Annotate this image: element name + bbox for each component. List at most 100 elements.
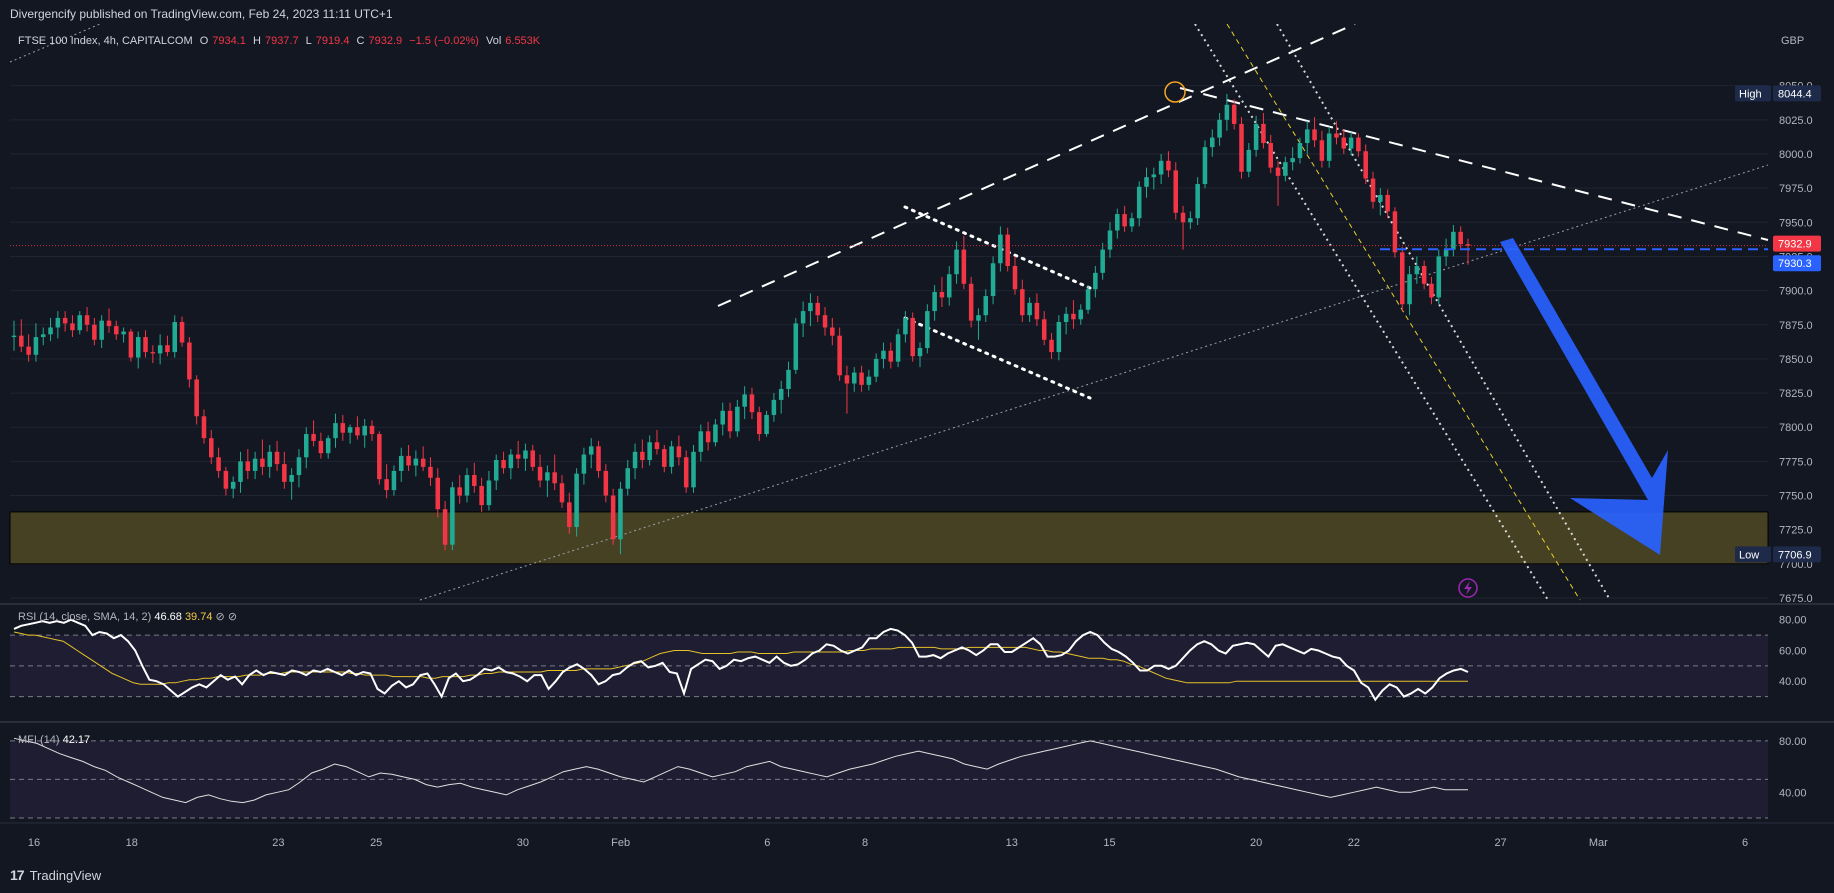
candle-body [910, 317, 915, 357]
candle-body [1451, 231, 1456, 250]
candle-body [457, 487, 462, 496]
candle-body [274, 451, 280, 465]
candle-body [925, 311, 930, 348]
chart-canvas[interactable]: 7675.07700.07725.07750.07775.07800.07825… [0, 24, 1834, 858]
low-tag-label: Low [1739, 549, 1759, 561]
candle-body [618, 488, 623, 540]
candle-body [727, 410, 733, 432]
candle-body [1246, 149, 1252, 172]
candle-body [362, 425, 367, 436]
candle-body [70, 323, 75, 331]
candle-body [1290, 158, 1295, 163]
candle-body [881, 350, 886, 359]
candle-body [333, 423, 338, 439]
candles [11, 93, 1471, 555]
candle-body [895, 334, 901, 362]
hide-icon[interactable]: ⊘ [227, 611, 238, 623]
candle-body [1261, 123, 1266, 144]
candle-body [325, 438, 331, 454]
time-tick-label: 15 [1103, 837, 1115, 849]
candle-body [771, 399, 777, 415]
candle-body [340, 423, 346, 433]
candle-body [267, 451, 272, 467]
candle-body [55, 317, 61, 328]
candle-body [413, 458, 419, 466]
indicator-tick-label: 40.00 [1779, 676, 1807, 688]
candle-body [903, 317, 908, 335]
candle-body [990, 263, 996, 297]
candle-body [1348, 137, 1354, 149]
candle-body [873, 358, 879, 377]
candle-body [713, 424, 718, 443]
candle-body [961, 249, 967, 284]
time-tick-label: 23 [272, 837, 284, 849]
low-price-label: 7706.9 [1778, 549, 1812, 561]
candle-body [939, 291, 945, 298]
candle-body [1370, 178, 1376, 202]
tradingview-brand[interactable]: 17 TradingView [10, 867, 101, 883]
time-tick-label: 6 [1742, 837, 1748, 849]
lightning-icon[interactable] [1458, 578, 1478, 598]
eye-icon[interactable]: ⊘ [215, 611, 225, 623]
candle-body [486, 480, 492, 506]
price-tick-label: 8025.0 [1779, 115, 1813, 127]
candle-body [230, 481, 236, 489]
candle-body [1151, 174, 1157, 178]
candle-body [778, 388, 784, 400]
price-tick-label: 7975.0 [1779, 183, 1813, 195]
candle-body [793, 323, 799, 370]
candle-body [581, 454, 587, 474]
candle-body [1173, 170, 1179, 213]
candle-body [1166, 160, 1171, 171]
candle-body [567, 502, 572, 527]
candle-body [1326, 133, 1332, 161]
candle-body [537, 466, 543, 481]
candle-body [1429, 283, 1434, 298]
rsi-name: RSI (14, close, SMA, 14, 2) [18, 611, 152, 623]
candle-body [749, 394, 755, 413]
rsi-legend[interactable]: RSI (14, close, SMA, 14, 2) 46.68 39.74 … [18, 610, 237, 623]
price-tick-label: 7875.0 [1779, 320, 1813, 332]
candle-body [757, 412, 762, 435]
candle-body [1136, 186, 1142, 219]
tradingview-logo-icon: 17 [10, 867, 25, 883]
last-price-label: 7932.9 [1778, 239, 1812, 251]
candle-body [1078, 309, 1084, 320]
high-tag-label: High [1739, 88, 1762, 100]
candle-body [640, 451, 645, 461]
close-label: C [356, 35, 365, 47]
main-grid [10, 85, 1768, 599]
candle-body [1312, 129, 1317, 141]
candle-body [143, 337, 148, 353]
indicator-tick-label: 80.00 [1779, 615, 1807, 627]
candle-body [318, 440, 324, 454]
price-tick-label: 7800.0 [1779, 422, 1813, 434]
candle-body [1458, 231, 1463, 245]
candle-body [48, 327, 53, 335]
candle-body [11, 335, 17, 338]
candle-body [187, 342, 192, 380]
time-tick-label: 18 [126, 837, 138, 849]
candle-body [303, 434, 309, 458]
candle-body [1283, 162, 1288, 176]
candle-body [369, 425, 375, 435]
candle-body [1378, 194, 1383, 202]
candle-body [815, 302, 820, 316]
high-value: 7937.7 [264, 35, 299, 47]
candle-body [106, 320, 112, 327]
candle-body [1217, 119, 1222, 138]
candle-body [1239, 123, 1244, 172]
high-price-bg [1773, 85, 1821, 102]
candle-body [1034, 302, 1040, 320]
brand-name: TradingView [29, 867, 102, 883]
price-tick-label: 7725.0 [1779, 525, 1813, 537]
rsi-value: 46.68 [154, 611, 182, 623]
candle-body [1436, 256, 1442, 298]
candle-body [1180, 212, 1186, 223]
price-tick-label: 7675.0 [1779, 593, 1813, 605]
mfi-legend[interactable]: MFI (14) 42.17 [18, 734, 90, 746]
candle-body [377, 434, 382, 480]
prev-price-bg [1773, 255, 1821, 272]
time-tick-label: 13 [1006, 837, 1018, 849]
candle-body [391, 470, 397, 491]
